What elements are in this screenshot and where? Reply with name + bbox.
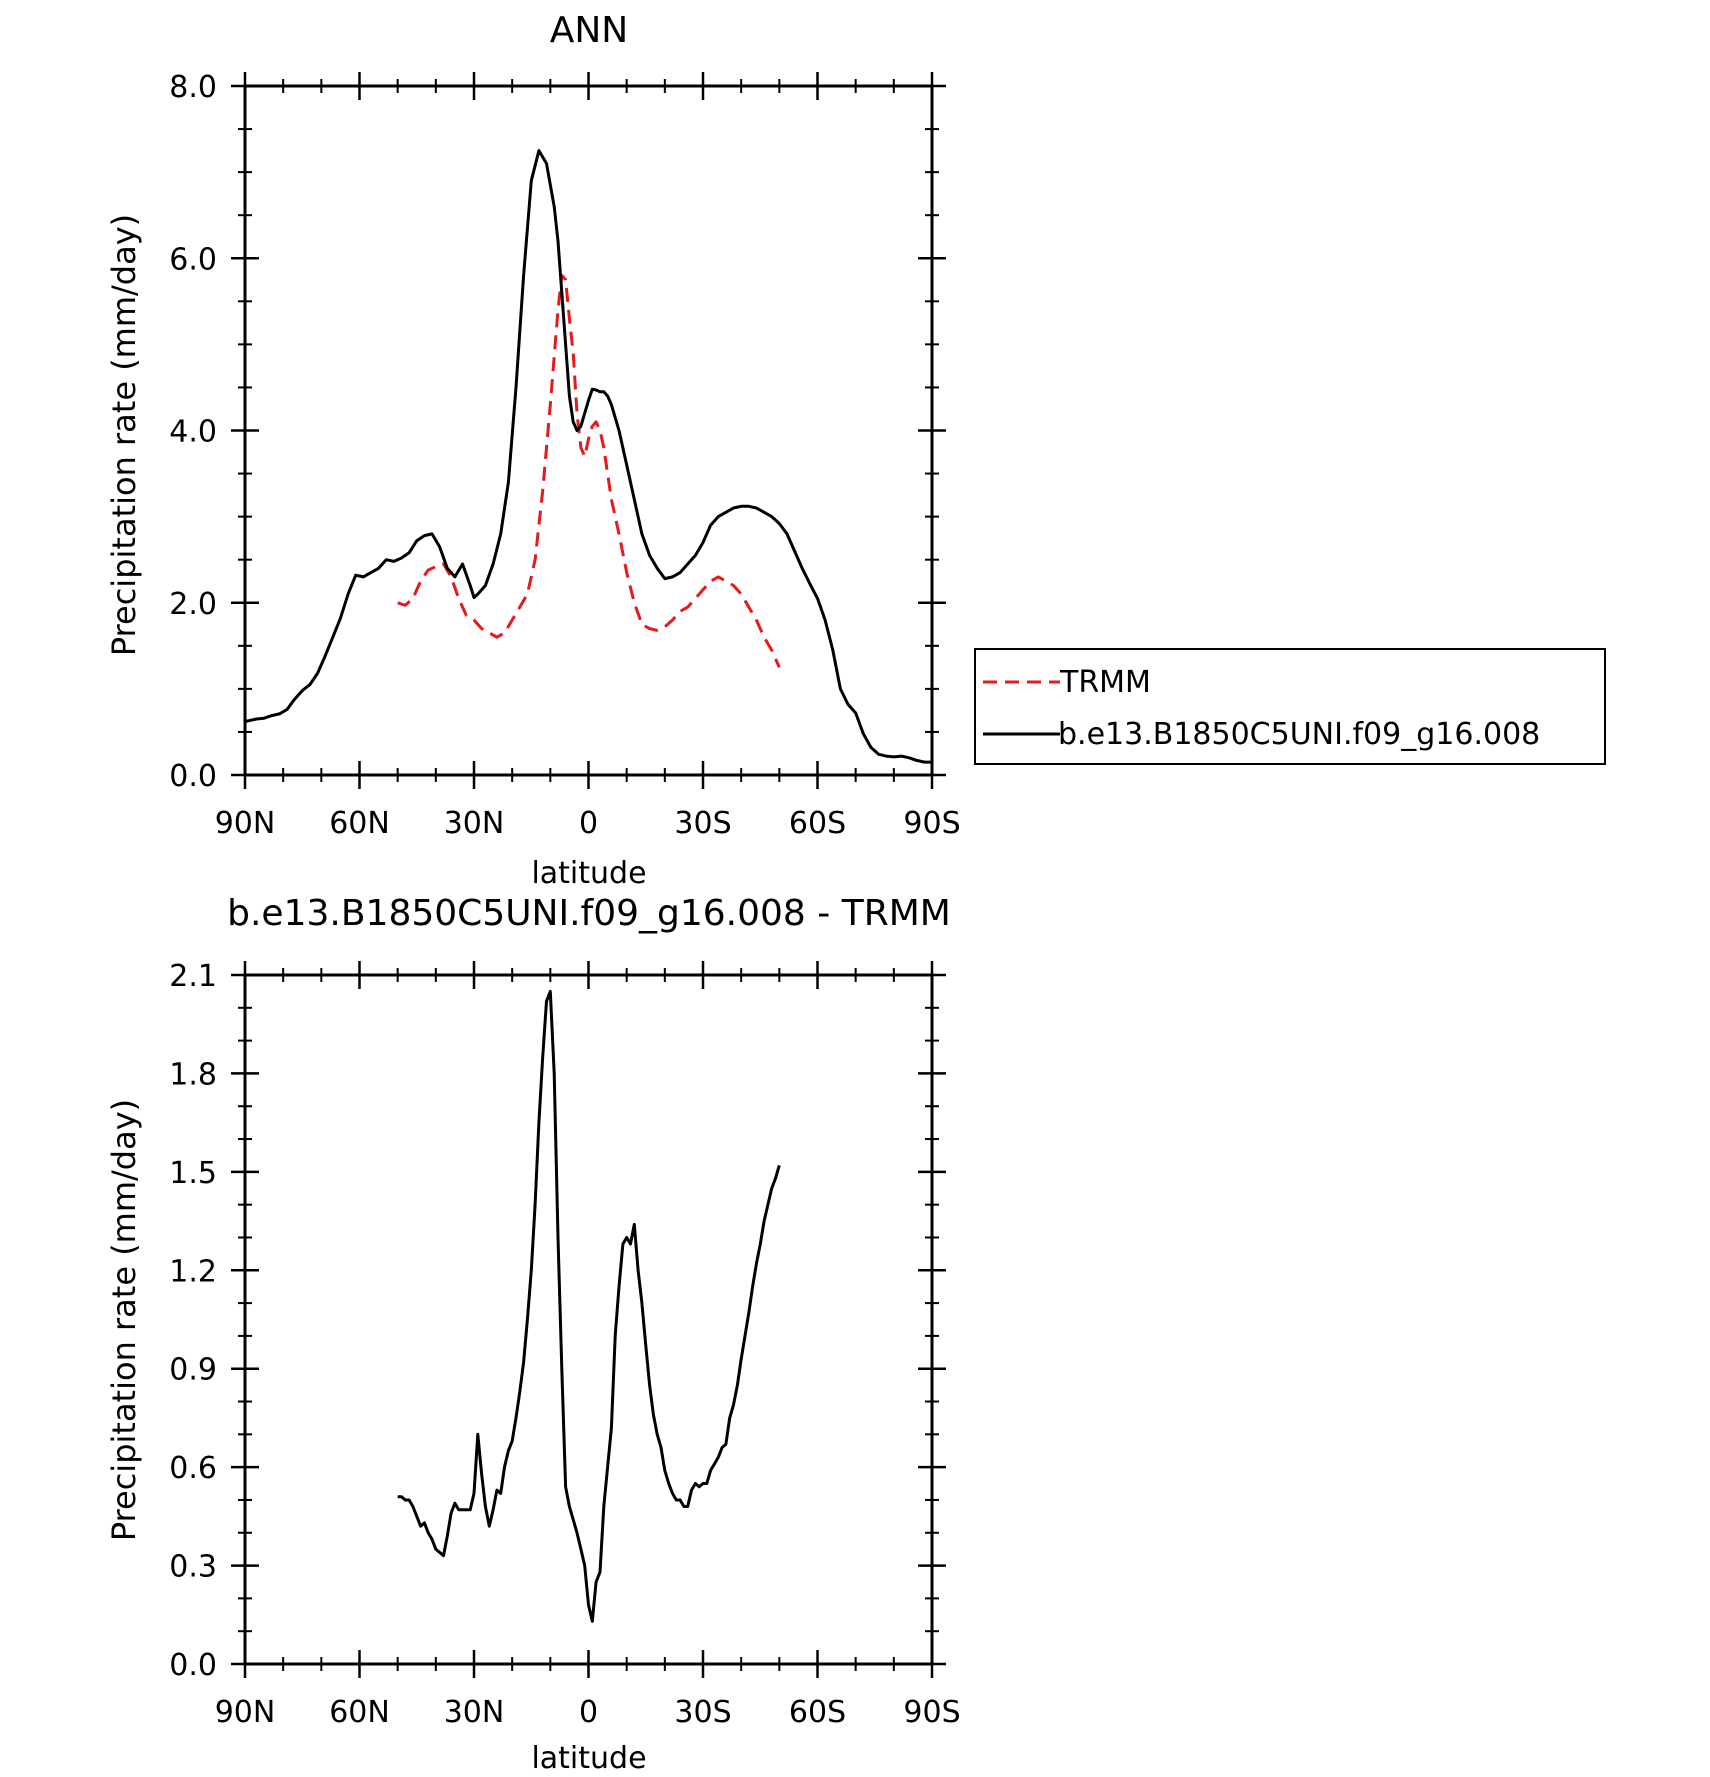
x-axis-label: latitude [531, 856, 646, 891]
chart-title: ANN [550, 10, 629, 51]
x-tick-label: 0 [579, 806, 598, 841]
y-tick-label: 0.3 [169, 1550, 217, 1585]
y-tick-label: 2.0 [169, 587, 217, 622]
y-tick-label: 0.0 [169, 1648, 217, 1683]
tick-labels: 90N 60N 30N 0 30S 60S 90S 0.0 0.3 0.6 0.9 1.2 1.5 1.8… [169, 959, 960, 1730]
y-tick-label: 2.1 [169, 959, 217, 994]
x-tick-label: 60N [329, 1695, 390, 1730]
precip-diff-panel-bottom: b.e13.B1850C5UNI.f09_g16.008 - TRMM Prec… [105, 893, 961, 1776]
precip-panel-top: ANN Precipitation rate (mm/day) latitude… [105, 10, 961, 891]
y-tick-label: 1.5 [169, 1156, 217, 1191]
y-tick-label: 8.0 [169, 70, 217, 105]
chart-title: b.e13.B1850C5UNI.f09_g16.008 - TRMM [227, 893, 951, 934]
x-tick-label: 0 [579, 1695, 598, 1730]
y-tick-label: 0.9 [169, 1353, 217, 1388]
legend-box [974, 648, 1606, 765]
y-axis-label: Precipitation rate (mm/day) [105, 1099, 143, 1541]
y-tick-label: 6.0 [169, 242, 217, 277]
x-tick-label: 30N [444, 1695, 505, 1730]
tick-labels: 90N 60N 30N 0 30S 60S 90S 0.0 2.0 4.0 6.0 8.0 [169, 70, 960, 841]
axis-ticks [231, 961, 946, 1678]
legend-label-model: b.e13.B1850C5UNI.f09_g16.008 [1058, 717, 1540, 752]
series-line-b-e13-b1850c5uni-f09-g16-008 [244, 149, 932, 764]
x-tick-label: 30S [674, 806, 731, 841]
x-tick-label: 60S [789, 806, 846, 841]
y-tick-label: 1.8 [169, 1057, 217, 1092]
x-tick-label: 60N [329, 806, 390, 841]
x-tick-label: 90N [215, 1695, 276, 1730]
x-tick-label: 90S [903, 806, 960, 841]
plot-frame [243, 84, 934, 777]
plot-frame [243, 973, 934, 1666]
x-tick-label: 30S [674, 1695, 731, 1730]
series-lines [244, 149, 932, 764]
series-line-difference [397, 989, 781, 1623]
legend: TRMM b.e13.B1850C5UNI.f09_g16.008 [974, 648, 1606, 765]
y-axis-label: Precipitation rate (mm/day) [105, 214, 143, 656]
x-tick-label: 60S [789, 1695, 846, 1730]
y-tick-label: 0.0 [169, 759, 217, 794]
legend-label-trmm: TRMM [1059, 665, 1151, 700]
y-tick-label: 0.6 [169, 1451, 217, 1486]
series-lines [397, 989, 781, 1623]
x-tick-label: 90S [903, 1695, 960, 1730]
x-tick-label: 30N [444, 806, 505, 841]
y-tick-label: 4.0 [169, 415, 217, 450]
x-tick-label: 90N [215, 806, 276, 841]
y-tick-label: 1.2 [169, 1254, 217, 1289]
series-line-trmm [397, 274, 781, 668]
x-axis-label: latitude [531, 1741, 646, 1776]
